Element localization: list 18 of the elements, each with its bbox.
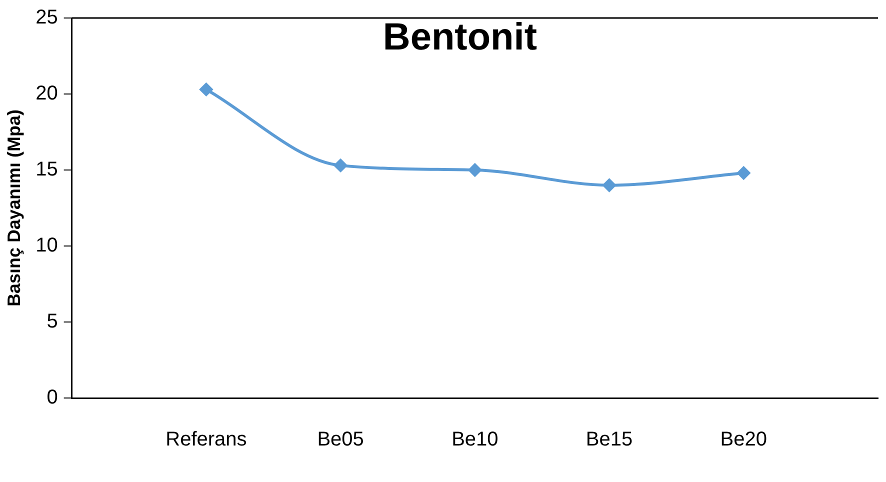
point bbox=[334, 158, 348, 172]
point bbox=[737, 166, 750, 180]
point bbox=[468, 164, 482, 176]
point bbox=[602, 178, 616, 192]
y-tick-label: 25 bbox=[36, 6, 58, 29]
x-tick-label: Referans bbox=[166, 428, 247, 451]
chart-title: Bentonit bbox=[382, 16, 538, 58]
y-tick-label: 15 bbox=[36, 158, 58, 181]
x-tick-label: Be05 bbox=[317, 428, 364, 451]
y-tick-label: 20 bbox=[36, 82, 58, 105]
y-axis-title: Basınç Dayanımı (Mpa) bbox=[4, 109, 24, 307]
point bbox=[200, 82, 213, 96]
y-tick-label: 0 bbox=[46, 386, 58, 409]
y-tick-label: 10 bbox=[36, 234, 58, 257]
x-tick-label: Be10 bbox=[452, 428, 498, 451]
y-tick-label: 5 bbox=[46, 310, 58, 333]
x-tick-label: Be20 bbox=[720, 428, 767, 451]
x-tick-label: Be15 bbox=[586, 428, 633, 451]
